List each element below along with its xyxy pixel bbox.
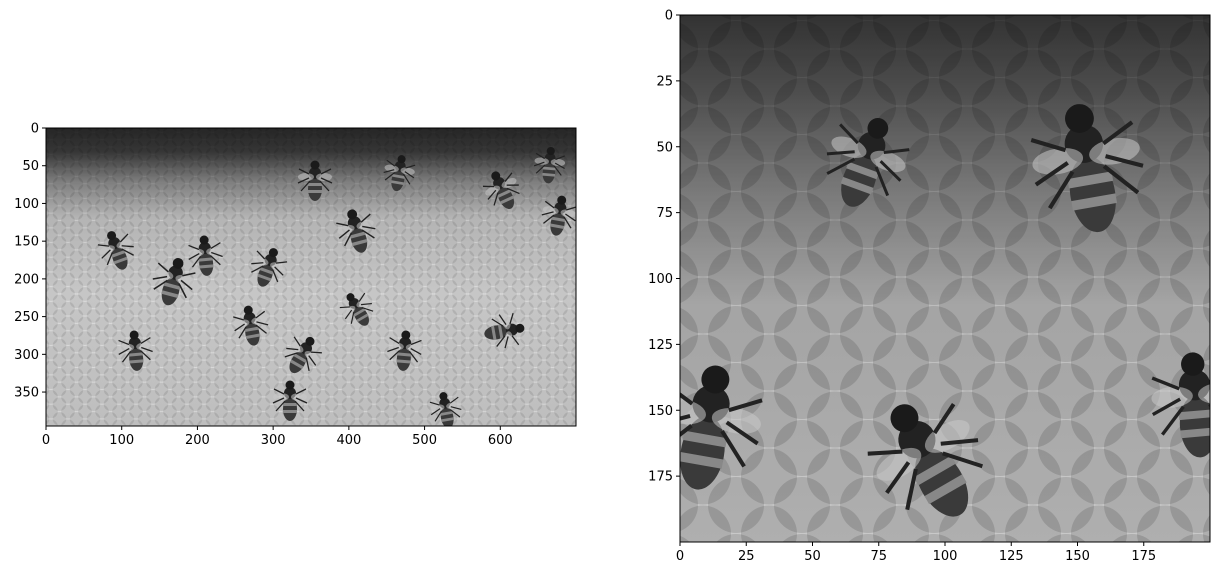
right-ytick-label: 175 xyxy=(648,470,673,485)
bee-shape xyxy=(482,171,520,209)
bee-shape xyxy=(233,305,269,346)
right-xtick-label: 25 xyxy=(738,549,755,564)
left-xtick-label: 0 xyxy=(42,433,50,448)
right-ytick-label: 75 xyxy=(656,206,673,221)
left-xtick-label: 100 xyxy=(109,433,134,448)
bee-shape xyxy=(284,336,322,374)
bee-shape xyxy=(297,160,333,201)
left-ytick-label: 300 xyxy=(14,348,39,363)
bee-shape xyxy=(387,330,422,371)
bees-large xyxy=(680,104,1210,517)
right-ytick-label: 0 xyxy=(665,9,673,24)
axes-left-ticks: 0 100 200 300 400 500 600 0 50 100 150 200 250 300 350 xyxy=(14,122,513,449)
bee-shape xyxy=(1151,352,1210,458)
right-xtick-label: 0 xyxy=(676,549,684,564)
bee-shape xyxy=(1030,104,1144,233)
left-ytick-label: 0 xyxy=(31,122,39,137)
image-crop xyxy=(680,15,1210,542)
left-xtick-label: 600 xyxy=(488,433,513,448)
left-xtick-label: 500 xyxy=(412,433,437,448)
left-xtick-label: 300 xyxy=(261,433,286,448)
left-ytick-label: 100 xyxy=(14,197,39,212)
left-xtick-label: 400 xyxy=(336,433,361,448)
bee-shape xyxy=(272,380,308,421)
right-xtick-label: 175 xyxy=(1131,549,1156,564)
right-xtick-label: 150 xyxy=(1065,549,1090,564)
bee-shape xyxy=(188,235,223,276)
left-ytick-label: 250 xyxy=(14,310,39,325)
bee-shape xyxy=(867,402,984,517)
bee-shape xyxy=(541,195,576,236)
right-xtick-label: 100 xyxy=(933,549,958,564)
right-xtick-label: 125 xyxy=(999,549,1024,564)
bees-small xyxy=(97,146,576,426)
right-ytick-label: 50 xyxy=(656,140,673,155)
bee-shape xyxy=(533,146,566,184)
bee-shape xyxy=(484,313,525,349)
bee-shape xyxy=(383,155,416,192)
bee-shape xyxy=(429,392,462,426)
axes-right: 0 25 50 75 100 125 150 175 0 25 50 75 100 125 150 175 xyxy=(648,9,1211,565)
left-ytick-label: 200 xyxy=(14,272,39,287)
right-ytick-label: 150 xyxy=(648,404,673,419)
left-ytick-label: 150 xyxy=(14,235,39,250)
bee-shape xyxy=(826,118,910,207)
bee-shape xyxy=(680,365,763,490)
right-ytick-label: 125 xyxy=(648,338,673,353)
right-ytick-label: 100 xyxy=(648,272,673,287)
bee-shape xyxy=(118,330,153,371)
right-xtick-label: 75 xyxy=(870,549,887,564)
left-xtick-label: 200 xyxy=(185,433,210,448)
axes-left-frame xyxy=(45,127,577,427)
bee-shape xyxy=(152,258,196,306)
bee-shape xyxy=(339,292,374,326)
bee-shape xyxy=(251,248,288,287)
image-full xyxy=(46,128,576,426)
bee-shape xyxy=(97,231,134,270)
right-xtick-label: 50 xyxy=(804,549,821,564)
left-ytick-label: 350 xyxy=(14,386,39,401)
bee-shape xyxy=(336,209,376,253)
right-ytick-label: 25 xyxy=(656,74,673,89)
axes-left: 0 100 200 300 400 500 600 0 50 100 150 200 250 300 350 xyxy=(14,122,577,449)
axes-right-ticks: 0 25 50 75 100 125 150 175 0 25 50 75 100 125 150 175 xyxy=(648,9,1156,565)
left-ytick-label: 50 xyxy=(22,159,39,174)
